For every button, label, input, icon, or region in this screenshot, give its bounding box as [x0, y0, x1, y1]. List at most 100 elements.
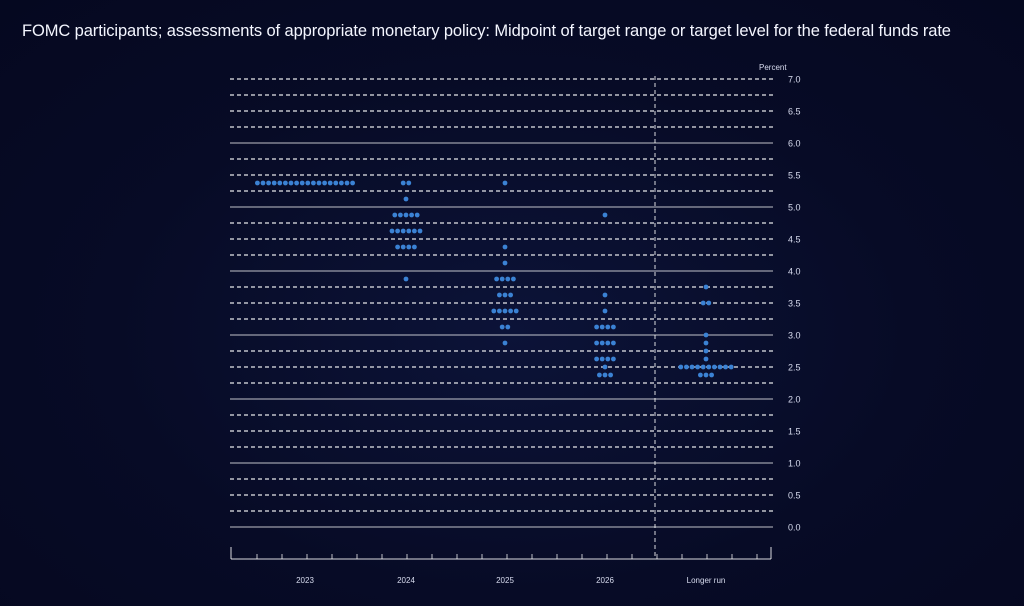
tick-labels: 0.0 0.5 1.0 1.5 2.0 2.5 3.0 3.5 4.0 4.5 5.0 5.5 6.0 6… — [296, 63, 800, 585]
y-tick-label: 7.0 — [788, 75, 801, 85]
participant-dot — [288, 180, 294, 186]
y-tick-label: 6.0 — [788, 139, 801, 149]
participant-dot — [395, 228, 400, 234]
x-axis — [230, 547, 772, 560]
participant-dot — [403, 196, 409, 202]
participant-dot — [395, 244, 400, 250]
y-tick-label: 5.0 — [788, 203, 801, 213]
x-category-label: 2025 — [496, 576, 514, 585]
participant-dot — [414, 212, 420, 218]
participant-dot — [277, 180, 283, 186]
participant-dot — [605, 340, 611, 346]
participant-dot — [611, 324, 616, 330]
participant-dot — [499, 276, 505, 282]
participant-dot — [599, 340, 605, 346]
participant-dot — [502, 180, 508, 186]
y-tick-label: 4.5 — [788, 235, 801, 245]
participant-dot — [703, 356, 709, 362]
participant-dot — [703, 372, 709, 378]
participant-dot — [398, 212, 403, 218]
y-tick-label: 1.5 — [788, 427, 801, 437]
participant-dot — [502, 260, 508, 266]
participant-dot — [700, 364, 706, 370]
participant-dot — [412, 244, 417, 250]
participant-dot — [502, 308, 508, 314]
participant-dot — [311, 180, 316, 186]
participant-dot — [605, 356, 611, 362]
participant-dot — [322, 180, 327, 186]
participant-dot — [602, 364, 608, 370]
participant-dot — [602, 292, 608, 298]
gridlines — [230, 76, 773, 556]
y-tick-label: 4.0 — [788, 267, 801, 277]
participant-dot — [502, 244, 508, 250]
participant-dot — [703, 332, 709, 338]
participant-dot — [513, 308, 519, 314]
participant-dot — [400, 228, 406, 234]
participant-dot — [511, 276, 516, 282]
participant-dot — [594, 356, 599, 362]
y-tick-label: 0.5 — [788, 491, 801, 501]
participant-dot — [505, 324, 511, 330]
participant-dot — [706, 300, 712, 306]
participant-dot — [271, 180, 277, 186]
participant-dot — [412, 228, 417, 234]
participant-dot — [406, 244, 412, 250]
participant-dot — [508, 308, 513, 314]
y-tick-label: 1.0 — [788, 459, 801, 469]
participant-dot — [316, 180, 322, 186]
participant-dot — [706, 364, 712, 370]
y-tick-label: 3.5 — [788, 299, 801, 309]
participant-dot — [266, 180, 271, 186]
x-category-label: 2023 — [296, 576, 314, 585]
participant-dot — [305, 180, 311, 186]
data-dots — [255, 180, 734, 378]
participant-dot — [703, 340, 709, 346]
participant-dot — [406, 180, 412, 186]
participant-dot — [695, 364, 700, 370]
participant-dot — [505, 276, 511, 282]
participant-dot — [502, 292, 508, 298]
y-tick-label: 0.0 — [788, 523, 801, 533]
participant-dot — [717, 364, 723, 370]
participant-dot — [608, 372, 613, 378]
participant-dot — [400, 244, 406, 250]
participant-dot — [602, 308, 608, 314]
participant-dot — [709, 372, 714, 378]
participant-dot — [723, 364, 728, 370]
x-category-label: 2024 — [397, 576, 415, 585]
participant-dot — [712, 364, 717, 370]
participant-dot — [339, 180, 344, 186]
participant-dot — [594, 324, 599, 330]
y-tick-label: 2.0 — [788, 395, 801, 405]
participant-dot — [728, 364, 734, 370]
participant-dot — [406, 228, 412, 234]
participant-dot — [602, 372, 608, 378]
participant-dot — [350, 180, 355, 186]
participant-dot — [700, 300, 706, 306]
participant-dot — [333, 180, 339, 186]
participant-dot — [294, 180, 299, 186]
participant-dot — [403, 276, 409, 282]
participant-dot — [260, 180, 266, 186]
participant-dot — [611, 340, 616, 346]
participant-dot — [703, 348, 709, 354]
participant-dot — [502, 340, 508, 346]
participant-dot — [599, 324, 605, 330]
participant-dot — [389, 228, 395, 234]
participant-dot — [299, 180, 305, 186]
participant-dot — [684, 364, 689, 370]
x-category-label: Longer run — [687, 576, 726, 585]
participant-dot — [400, 180, 406, 186]
x-category-label: 2026 — [596, 576, 614, 585]
participant-dot — [403, 212, 409, 218]
participant-dot — [409, 212, 414, 218]
participant-dot — [605, 324, 611, 330]
participant-dot — [255, 180, 260, 186]
participant-dot — [327, 180, 333, 186]
participant-dot — [497, 308, 502, 314]
participant-dot — [417, 228, 423, 234]
participant-dot — [611, 356, 616, 362]
participant-dot — [599, 356, 605, 362]
